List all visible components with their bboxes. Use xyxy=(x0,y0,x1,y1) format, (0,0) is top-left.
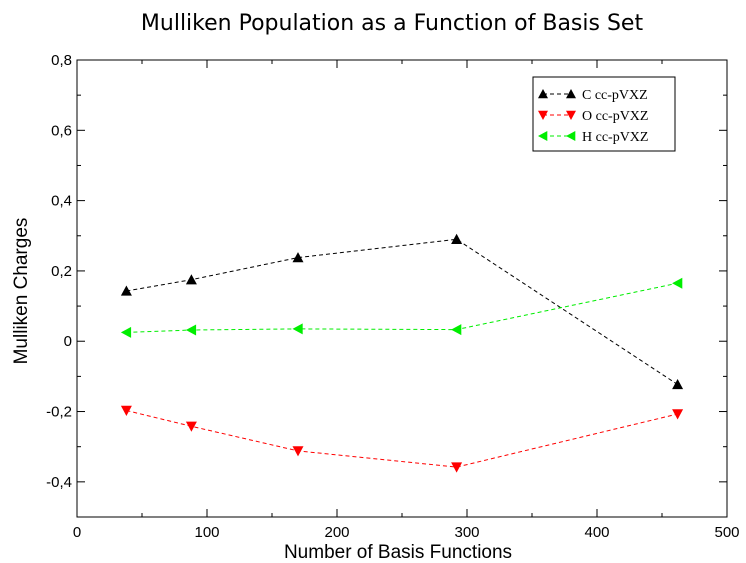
y-axis-label: Mulliken Charges xyxy=(11,218,32,365)
data-point xyxy=(120,405,132,416)
data-point xyxy=(292,252,304,263)
legend-label: O cc-pVXZ xyxy=(582,109,648,124)
legend-label: C cc-pVXZ xyxy=(582,88,648,103)
data-point xyxy=(185,324,197,336)
legend: C cc-pVXZ O cc-pVXZ H cc-pVXZ xyxy=(532,76,676,152)
data-point xyxy=(672,277,683,289)
y-tick-label: 0,4 xyxy=(51,193,72,210)
series-layer xyxy=(120,233,684,473)
legend-label: H cc-pVXZ xyxy=(582,130,648,145)
legend-marker xyxy=(566,110,576,120)
series-line xyxy=(126,282,678,333)
series-0 xyxy=(120,233,684,390)
y-tick-label: 0,6 xyxy=(51,122,72,139)
legend-marker xyxy=(538,131,548,141)
x-tick-label: 500 xyxy=(714,524,739,541)
legend-marker xyxy=(566,131,576,141)
data-point xyxy=(120,326,132,338)
data-point xyxy=(185,421,197,432)
axis-ticks: 0 100 200 300 400 500 -0,4 -0,2 0 0,2 0,4 0,6 0,8 xyxy=(46,52,739,541)
data-point xyxy=(672,409,684,420)
series-2 xyxy=(120,277,683,338)
y-tick-label: 0 xyxy=(64,333,72,350)
series-line xyxy=(126,238,678,385)
data-point xyxy=(451,462,463,473)
y-tick-label: -0,4 xyxy=(46,474,72,491)
series-line xyxy=(126,410,678,468)
series-1 xyxy=(120,405,684,473)
data-point xyxy=(120,285,132,296)
x-tick-label: 300 xyxy=(454,524,479,541)
x-axis-label: Number of Basis Functions xyxy=(284,542,512,563)
legend-marker xyxy=(538,89,548,99)
x-tick-label: 400 xyxy=(584,524,609,541)
legend-marker xyxy=(538,110,548,120)
data-point xyxy=(451,233,463,244)
x-tick-label: 200 xyxy=(324,524,349,541)
data-point xyxy=(292,446,304,457)
chart-title: Mulliken Population as a Function of Bas… xyxy=(141,11,644,36)
x-tick-label: 100 xyxy=(194,524,219,541)
y-tick-label: -0,2 xyxy=(46,404,72,421)
y-tick-label: 0,2 xyxy=(51,263,72,280)
data-point xyxy=(185,274,197,285)
data-point xyxy=(672,379,684,390)
x-tick-label: 0 xyxy=(73,524,81,541)
legend-box xyxy=(532,76,676,152)
y-tick-label: 0,8 xyxy=(51,52,72,69)
legend-marker xyxy=(566,89,576,99)
data-point xyxy=(451,324,462,336)
data-point xyxy=(292,323,303,335)
